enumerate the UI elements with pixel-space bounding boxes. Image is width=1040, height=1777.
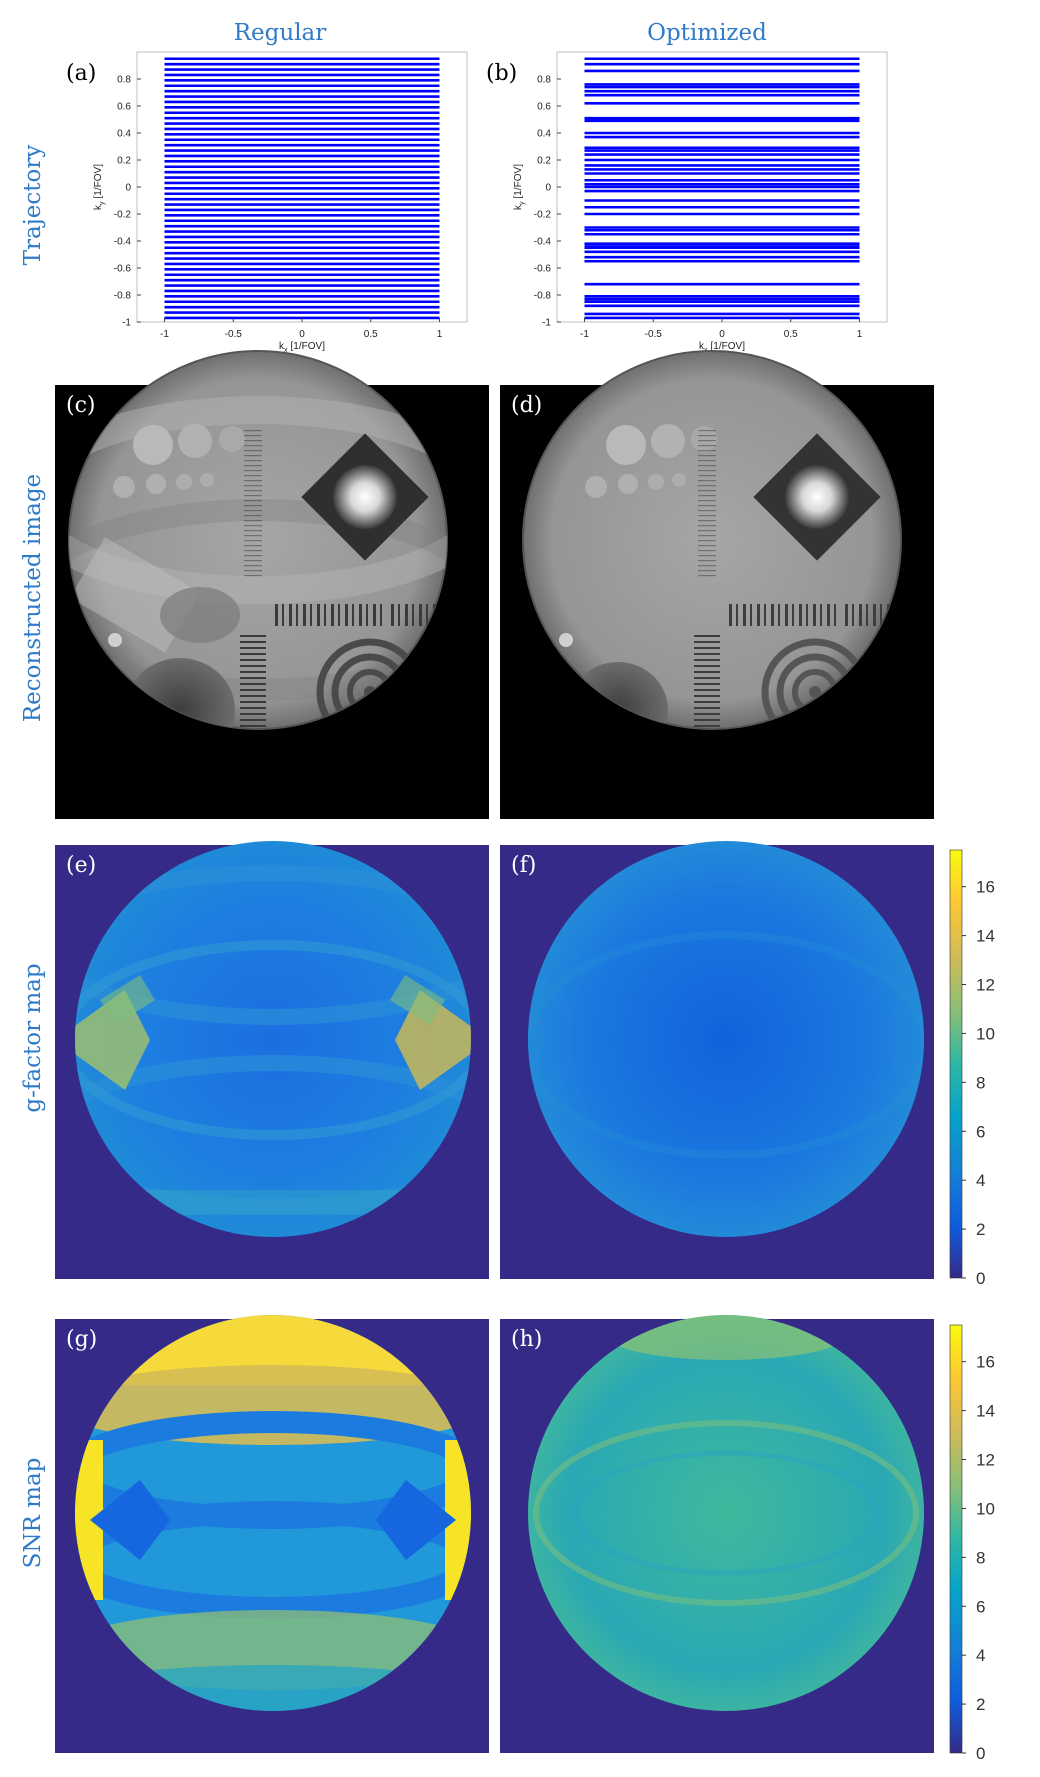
- y-tick-label: -0.6: [534, 264, 552, 275]
- x-tick-label: -0.5: [225, 329, 243, 340]
- trajectory-plot-regular: -1 -0.5 0 0.5 1 -1 -0.8 -0.6 -0.4 -0.2 0 0.2 0.4 0.6…: [93, 51, 468, 354]
- colorbar-tick-label: 2: [976, 1220, 985, 1239]
- colorbar-tick-label: 12: [976, 1451, 995, 1470]
- y-tick-label: 0: [125, 183, 131, 194]
- snr-map-regular: [55, 1315, 489, 1753]
- panel-label-b: (b): [486, 61, 517, 86]
- y-tick-label: 0.8: [537, 75, 551, 86]
- x-tick-label: -1: [160, 329, 169, 340]
- column-title-optimized: Optimized: [647, 20, 767, 46]
- colorbar-tick-label: 8: [976, 1073, 985, 1092]
- y-tick-label: -0.6: [114, 264, 132, 275]
- colorbar-tick-label: 16: [976, 1353, 995, 1372]
- trajectory-lines-optimized: [584, 57, 860, 320]
- panel-label-h: (h): [511, 1327, 542, 1352]
- row-label-gfactor: g-factor map: [20, 963, 46, 1112]
- colorbar-tick-label: 0: [976, 1269, 985, 1288]
- y-tick-label: 0: [545, 183, 551, 194]
- y-axis-label-regular: ky[1/FOV]: [93, 164, 106, 210]
- row-label-snr: SNR map: [20, 1458, 46, 1569]
- x-axis-label-regular: kx [1/FOV]: [279, 341, 325, 354]
- y-tick-label: -0.4: [114, 237, 132, 248]
- panel-label-a: (a): [66, 61, 96, 86]
- colorbar-tick-label: 2: [976, 1695, 985, 1714]
- y-tick-label: -1: [122, 318, 131, 329]
- y-ticks-optimized: -1 -0.8 -0.6 -0.4 -0.2 0 0.2 0.4 0.6 0.8: [534, 75, 561, 329]
- colorbar-snr: 0 2 4 6 8 10 12 14 16: [949, 1324, 995, 1763]
- colorbar-ticks-gfactor: 0 2 4 6 8 10 12 14 16: [962, 878, 995, 1288]
- y-tick-label: 0.6: [537, 102, 551, 113]
- x-tick-label: -1: [580, 329, 589, 340]
- x-ticks-optimized: -1 -0.5 0 0.5 1: [580, 318, 863, 340]
- colorbar-tick-label: 16: [976, 878, 995, 897]
- y-tick-label: 0.4: [537, 129, 551, 140]
- panel-label-g: (g): [66, 1327, 97, 1352]
- y-tick-label: 0.4: [117, 129, 131, 140]
- y-ticks-regular: -1 -0.8 -0.6 -0.4 -0.2 0 0.2 0.4 0.6 0.8: [114, 75, 141, 329]
- y-tick-label: -0.2: [114, 210, 132, 221]
- x-tick-label: -0.5: [645, 329, 663, 340]
- x-tick-label: 0.5: [364, 329, 378, 340]
- gfactor-map-regular: [55, 841, 489, 1279]
- y-tick-label: -1: [542, 318, 551, 329]
- colorbar-tick-label: 4: [976, 1646, 985, 1665]
- colorbar-tick-label: 0: [976, 1744, 985, 1763]
- colorbar-tick-label: 10: [976, 1024, 995, 1043]
- colorbar-tick-label: 14: [976, 1402, 995, 1421]
- colorbar-tick-label: 12: [976, 976, 995, 995]
- y-tick-label: -0.8: [534, 291, 552, 302]
- x-tick-label: 0.5: [784, 329, 798, 340]
- colorbar-tick-label: 8: [976, 1548, 985, 1567]
- colorbar-tick-label: 14: [976, 927, 995, 946]
- y-tick-label: 0.6: [117, 102, 131, 113]
- snr-map-optimized: [500, 1315, 934, 1753]
- reconstructed-image-optimized: [500, 350, 934, 819]
- y-tick-label: 0.2: [537, 156, 551, 167]
- x-tick-label: 0: [719, 329, 725, 340]
- trajectory-plot-optimized: -1 -0.5 0 0.5 1 -1 -0.8 -0.6 -0.4 -0.2 0 0.2 0.4 0.6…: [513, 51, 888, 354]
- panel-label-f: (f): [511, 853, 536, 878]
- x-tick-label: 1: [437, 329, 443, 340]
- row-label-reconstructed: Reconstructed image: [20, 474, 46, 722]
- colorbar-ticks-snr: 0 2 4 6 8 10 12 14 16: [962, 1353, 995, 1763]
- x-ticks-regular: -1 -0.5 0 0.5 1: [160, 318, 443, 340]
- trajectory-lines-regular: [164, 57, 440, 320]
- row-label-trajectory: Trajectory: [20, 145, 46, 266]
- column-title-regular: Regular: [234, 20, 327, 46]
- colorbar-tick-label: 4: [976, 1171, 985, 1190]
- x-tick-label: 1: [857, 329, 863, 340]
- panel-label-e: (e): [66, 853, 96, 878]
- colorbar-tick-label: 6: [976, 1122, 985, 1141]
- y-axis-label-optimized: ky[1/FOV]: [513, 164, 526, 210]
- panel-label-d: (d): [511, 393, 542, 418]
- colorbar-gfactor: 0 2 4 6 8 10 12 14 16: [949, 849, 995, 1288]
- y-tick-label: -0.8: [114, 291, 132, 302]
- colorbar-tick-label: 6: [976, 1597, 985, 1616]
- colorbar-tick-label: 10: [976, 1499, 995, 1518]
- y-tick-label: -0.2: [534, 210, 552, 221]
- y-tick-label: 0.2: [117, 156, 131, 167]
- y-tick-label: -0.4: [534, 237, 552, 248]
- reconstructed-image-regular: [55, 350, 489, 819]
- gfactor-map-optimized: [500, 841, 934, 1279]
- x-tick-label: 0: [299, 329, 305, 340]
- panel-label-c: (c): [66, 393, 96, 418]
- y-tick-label: 0.8: [117, 75, 131, 86]
